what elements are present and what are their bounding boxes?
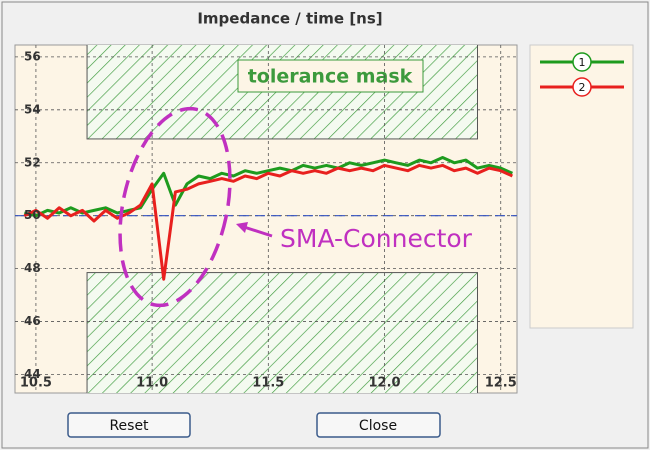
- x-tick-label: 10.5: [20, 376, 52, 391]
- chart-title: Impedance / time [ns]: [197, 10, 382, 28]
- series-line: [23, 163, 514, 281]
- y-tick-label: 50: [24, 208, 41, 222]
- x-tick-label: 12.0: [368, 376, 400, 391]
- y-tick-label: 44: [24, 367, 41, 381]
- y-tick-label: 54: [24, 102, 41, 116]
- annotation-ellipse: [118, 106, 232, 308]
- series-line: [23, 156, 514, 218]
- legend-marker: [572, 77, 592, 97]
- annotation-text: SMA-Connector: [280, 224, 473, 253]
- x-tick-label: 11.5: [252, 376, 284, 391]
- legend-marker: [572, 52, 592, 72]
- reset-button[interactable]: [67, 412, 191, 438]
- y-tick-label: 56: [24, 49, 41, 63]
- reset-label[interactable]: Reset: [109, 418, 149, 434]
- legend-label: 1: [579, 56, 586, 69]
- annotation-arrowhead: [236, 222, 248, 233]
- legend-label: 2: [579, 81, 586, 94]
- y-tick-label: 46: [24, 314, 41, 328]
- y-tick-label: 52: [24, 155, 41, 169]
- mask-label-box: [237, 59, 424, 93]
- x-tick-label: 11.0: [136, 376, 168, 391]
- mask-label: tolerance mask: [248, 66, 413, 88]
- close-button[interactable]: [316, 412, 441, 438]
- y-tick-label: 48: [24, 261, 41, 275]
- annotation-arrow: [243, 225, 273, 238]
- close-label[interactable]: Close: [359, 418, 397, 434]
- x-tick-label: 12.5: [485, 376, 517, 391]
